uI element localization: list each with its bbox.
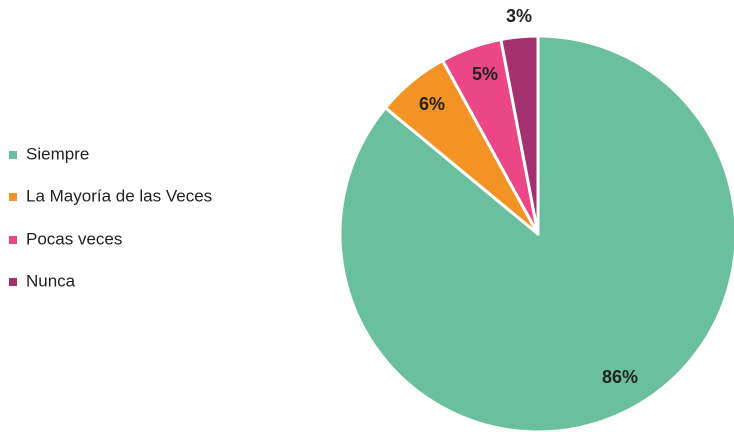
data-label: 86% <box>602 367 638 387</box>
legend-swatch <box>9 236 17 244</box>
legend-label: La Mayoría de las Veces <box>26 186 212 205</box>
legend-label: Pocas veces <box>26 229 122 248</box>
legend-label: Nunca <box>26 271 76 290</box>
legend-swatch <box>9 193 17 201</box>
legend-swatch <box>9 151 17 159</box>
data-label: 3% <box>506 6 532 26</box>
legend-swatch <box>9 278 17 286</box>
data-label: 6% <box>419 94 445 114</box>
legend-label: Siempre <box>26 144 89 163</box>
pie-slice <box>499 34 540 236</box>
data-label: 5% <box>472 64 498 84</box>
